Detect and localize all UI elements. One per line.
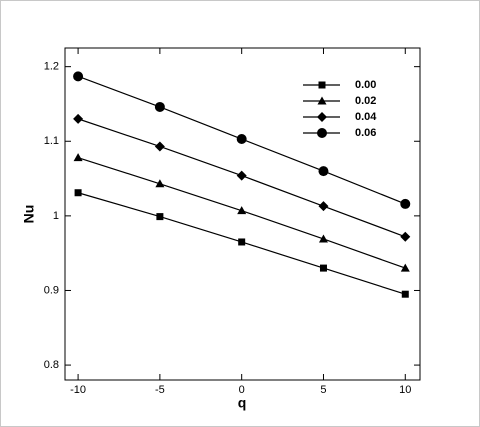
y-tick-label: 0.9 bbox=[44, 284, 59, 296]
x-tick-label: 0 bbox=[239, 384, 245, 396]
marker bbox=[400, 198, 411, 209]
marker bbox=[317, 112, 327, 122]
marker bbox=[154, 141, 165, 152]
marker bbox=[318, 201, 329, 212]
legend-label: 0.00 bbox=[355, 79, 376, 91]
marker bbox=[74, 189, 82, 197]
marker bbox=[237, 206, 247, 215]
marker bbox=[236, 134, 247, 145]
marker bbox=[236, 170, 247, 181]
x-tick-label: -10 bbox=[70, 384, 86, 396]
x-tick-label: 10 bbox=[399, 384, 411, 396]
x-tick-label: 5 bbox=[320, 384, 326, 396]
legend-label: 0.06 bbox=[355, 127, 376, 139]
y-axis-label: Nu bbox=[21, 205, 37, 224]
marker bbox=[401, 290, 409, 298]
y-tick-label: 1.2 bbox=[44, 61, 59, 73]
x-axis-label: q bbox=[238, 395, 247, 411]
legend-label: 0.02 bbox=[355, 95, 376, 107]
marker bbox=[73, 71, 84, 82]
y-tick-label: 1.1 bbox=[44, 135, 59, 147]
legend-label: 0.04 bbox=[355, 111, 377, 123]
marker bbox=[319, 264, 327, 272]
marker bbox=[73, 113, 84, 124]
marker bbox=[156, 213, 164, 221]
marker bbox=[238, 238, 246, 246]
y-tick-label: 0.8 bbox=[44, 359, 59, 371]
marker bbox=[317, 128, 327, 138]
marker bbox=[73, 153, 83, 162]
y-tick-label: 1 bbox=[53, 210, 59, 222]
marker bbox=[400, 263, 410, 272]
marker bbox=[318, 166, 329, 177]
marker bbox=[154, 101, 165, 112]
x-tick-label: -5 bbox=[155, 384, 165, 396]
marker bbox=[155, 179, 165, 188]
plot-frame bbox=[64, 47, 421, 381]
marker bbox=[318, 81, 326, 89]
marker bbox=[318, 234, 328, 243]
marker bbox=[317, 96, 327, 105]
marker bbox=[400, 231, 411, 242]
